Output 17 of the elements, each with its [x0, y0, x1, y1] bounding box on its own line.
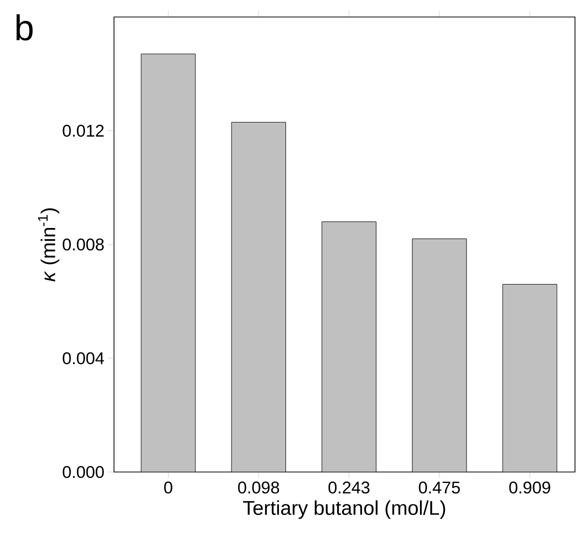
x-tick-label: 0: [164, 482, 172, 494]
x-axis-title: Tertiary butanol (mol/L): [243, 500, 446, 519]
bar: [231, 122, 286, 472]
text: b: [16, 14, 33, 41]
bar: [412, 238, 467, 472]
bar: [140, 54, 196, 472]
x-tick-label: 0.243: [328, 482, 370, 494]
y-tick-label: 0.012: [62, 124, 104, 137]
y-tick-label: 0.004: [62, 352, 104, 364]
bar: [322, 221, 376, 472]
bar: [502, 284, 558, 472]
x-tick-label: 0.475: [418, 482, 460, 494]
y-axis-title: κ (min$^{-1}$): [38, 208, 60, 282]
y-tick-label: 0.000: [62, 466, 104, 478]
x-tick-label: 0.909: [509, 482, 550, 494]
y-tick-label: 0.008: [62, 238, 104, 250]
x-tick-label: 0.098: [238, 482, 280, 494]
